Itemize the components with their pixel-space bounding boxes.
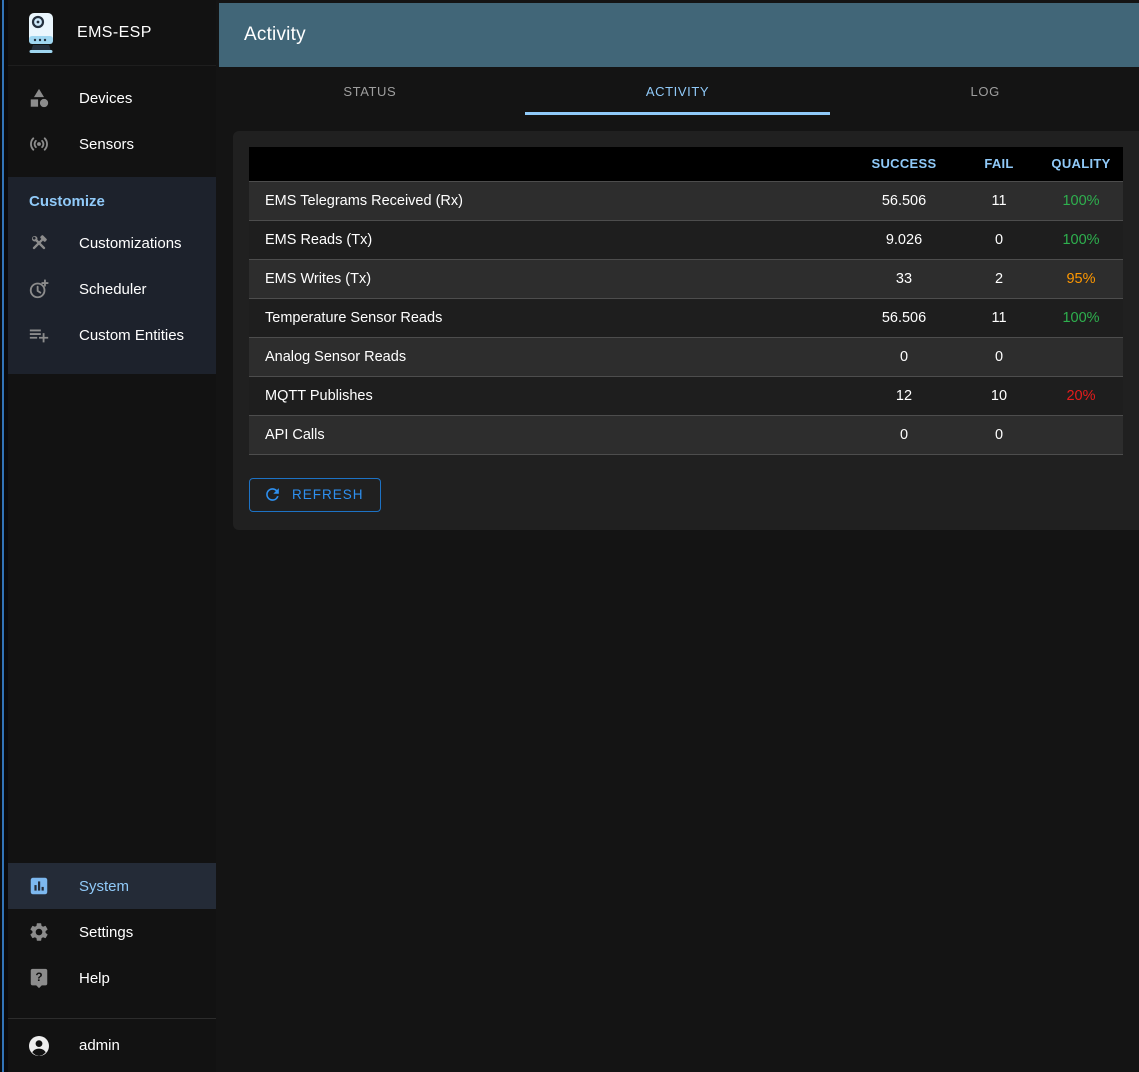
sidebar-item-settings[interactable]: Settings — [8, 909, 216, 955]
sidebar-item-label: System — [79, 877, 130, 895]
sidebar-item-customizations[interactable]: Customizations — [8, 220, 216, 266]
sidebar: EMS-ESP Devices — [8, 0, 216, 1072]
cell-fail: 0 — [959, 414, 1039, 455]
cell-success: 9.026 — [849, 219, 959, 259]
cell-success: 0 — [849, 336, 959, 376]
sidebar-item-devices[interactable]: Devices — [8, 75, 216, 121]
column-header-name — [249, 147, 849, 181]
user-name: admin — [79, 1037, 120, 1054]
more-time-icon — [27, 277, 51, 301]
main-area: Activity STATUS ACTIVITY LOG SUCCESS FAI… — [216, 0, 1139, 1072]
sidebar-header: EMS-ESP — [8, 0, 216, 66]
gear-icon — [27, 920, 51, 944]
page-title: Activity — [244, 24, 306, 45]
background-blue-line — [2, 0, 4, 1072]
sidebar-item-label: Sensors — [79, 135, 135, 153]
cell-quality — [1039, 336, 1123, 376]
cell-fail: 0 — [959, 219, 1039, 259]
refresh-button-label: REFRESH — [292, 487, 364, 502]
sidebar-divider — [8, 1018, 216, 1019]
sidebar-item-help[interactable]: ? Help — [8, 955, 216, 1001]
cell-quality: 100% — [1039, 297, 1123, 337]
live-help-icon: ? — [27, 966, 51, 990]
boiler-logo-icon — [24, 12, 58, 54]
sidebar-main-group: Devices Sensors — [8, 66, 216, 177]
row-label: EMS Reads (Tx) — [249, 219, 849, 259]
cell-quality: 20% — [1039, 375, 1123, 415]
sidebar-item-custom-entities[interactable]: Custom Entities — [8, 312, 216, 358]
row-label: EMS Telegrams Received (Rx) — [249, 180, 849, 220]
cell-fail: 11 — [959, 297, 1039, 337]
activity-table: SUCCESS FAIL QUALITY EMS Telegrams Recei… — [249, 147, 1123, 455]
column-header-success: SUCCESS — [849, 147, 959, 181]
category-icon — [27, 86, 51, 110]
cell-success: 0 — [849, 414, 959, 455]
tab-log[interactable]: LOG — [970, 83, 1000, 99]
analytics-icon — [27, 874, 51, 898]
sidebar-item-system[interactable]: System — [8, 863, 216, 909]
account-circle-icon — [27, 1034, 51, 1058]
sensors-icon — [27, 132, 51, 156]
table-header: SUCCESS FAIL QUALITY — [249, 147, 1123, 181]
cell-success: 12 — [849, 375, 959, 415]
cell-quality — [1039, 414, 1123, 455]
sidebar-item-sensors[interactable]: Sensors — [8, 121, 216, 167]
cell-fail: 2 — [959, 258, 1039, 298]
tab-activity[interactable]: ACTIVITY — [524, 67, 832, 115]
table-row: EMS Telegrams Received (Rx) 56.506 11 100% — [249, 180, 1123, 220]
cell-success: 33 — [849, 258, 959, 298]
table-row: Analog Sensor Reads 0 0 — [249, 336, 1123, 376]
cell-quality: 100% — [1039, 180, 1123, 220]
sidebar-item-label: Help — [79, 969, 110, 987]
playlist-add-icon — [27, 323, 51, 347]
table-body: EMS Telegrams Received (Rx) 56.506 11 100% E… — [249, 180, 1123, 455]
sidebar-item-label: Settings — [79, 923, 134, 941]
tab-status[interactable]: STATUS — [343, 83, 397, 99]
svg-text:?: ? — [35, 970, 42, 984]
table-row: EMS Reads (Tx) 9.026 0 100% — [249, 219, 1123, 259]
tab-bar: STATUS ACTIVITY LOG — [216, 67, 1139, 115]
refresh-button[interactable]: REFRESH — [249, 477, 381, 512]
row-label: Temperature Sensor Reads — [249, 297, 849, 337]
cell-success: 56.506 — [849, 180, 959, 220]
construction-icon — [27, 231, 51, 255]
customize-section-label: Customize — [29, 193, 105, 210]
sidebar-user[interactable]: admin — [8, 1019, 216, 1072]
table-row: Temperature Sensor Reads 56.506 11 100% — [249, 297, 1123, 337]
row-label: Analog Sensor Reads — [249, 336, 849, 376]
table-row: API Calls 0 0 — [249, 414, 1123, 455]
sidebar-spacer — [8, 374, 216, 863]
sidebar-item-label: Customizations — [79, 234, 182, 252]
row-label: EMS Writes (Tx) — [249, 258, 849, 298]
cell-quality: 100% — [1039, 219, 1123, 259]
table-row: EMS Writes (Tx) 33 2 95% — [249, 258, 1123, 298]
table-row: MQTT Publishes 12 10 20% — [249, 375, 1123, 415]
row-label: MQTT Publishes — [249, 375, 849, 415]
background-app-sliver — [0, 0, 8, 1072]
cell-fail: 0 — [959, 336, 1039, 376]
cell-fail: 10 — [959, 375, 1039, 415]
column-header-fail: FAIL — [959, 147, 1039, 181]
app-title: EMS-ESP — [77, 23, 152, 41]
sidebar-item-label: Custom Entities — [79, 326, 185, 344]
column-header-quality: QUALITY — [1039, 147, 1123, 181]
sidebar-item-scheduler[interactable]: Scheduler — [8, 266, 216, 312]
cell-success: 56.506 — [849, 297, 959, 337]
sidebar-customize-section: Customize Customizations Scheduler — [8, 177, 216, 374]
appbar: Activity — [219, 3, 1139, 67]
sidebar-item-label: Scheduler — [79, 280, 147, 298]
activity-card: SUCCESS FAIL QUALITY EMS Telegrams Recei… — [233, 131, 1139, 530]
cell-fail: 11 — [959, 180, 1039, 220]
sidebar-item-label: Devices — [79, 89, 133, 107]
row-label: API Calls — [249, 414, 849, 455]
cell-quality: 95% — [1039, 258, 1123, 298]
refresh-icon — [263, 485, 282, 504]
